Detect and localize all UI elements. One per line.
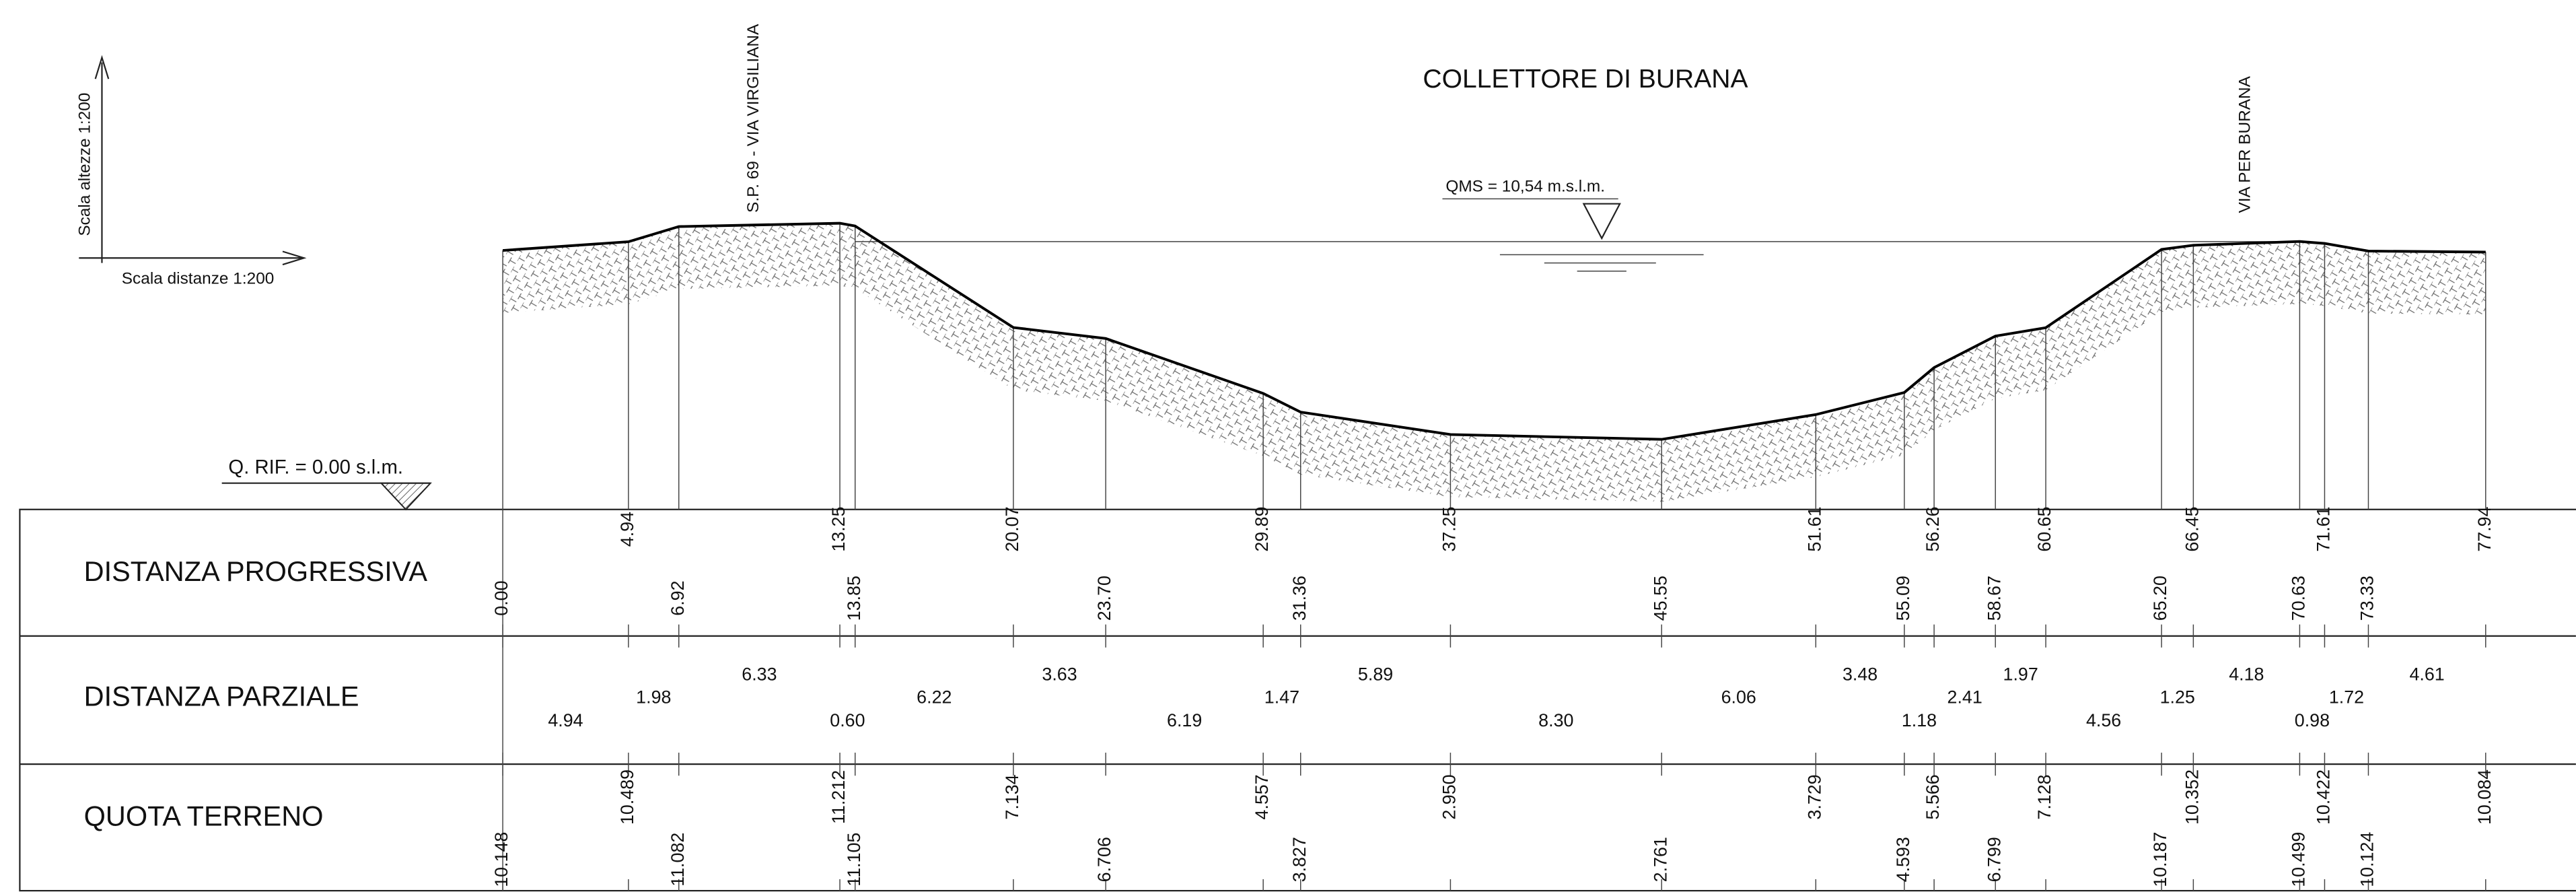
progressive-distance: 55.09 xyxy=(1893,576,1913,621)
partial-distance: 6.06 xyxy=(1721,687,1756,708)
ground-elevation: 3.729 xyxy=(1804,774,1824,819)
partial-distance: 6.19 xyxy=(1167,710,1202,730)
progressive-distance: 4.94 xyxy=(617,512,637,547)
partial-distance: 5.89 xyxy=(1358,664,1393,684)
ground-elevation: 5.566 xyxy=(1923,774,1943,819)
partial-distance: 1.97 xyxy=(2003,664,2038,684)
progressive-distance: 31.36 xyxy=(1289,576,1310,621)
row-header: DISTANZA PROGRESSIVA xyxy=(84,555,428,587)
partial-distance: 1.98 xyxy=(636,687,671,708)
arrow-head xyxy=(282,250,307,266)
partial-distance: 6.33 xyxy=(742,664,777,684)
progressive-distance: 66.45 xyxy=(2182,506,2202,551)
progressive-distance: 58.67 xyxy=(1984,576,2004,621)
partial-distance: 8.30 xyxy=(1538,710,1573,730)
water-symbol xyxy=(1582,203,1621,240)
progressive-distance: 37.25 xyxy=(1439,506,1460,551)
progressive-distance: 6.92 xyxy=(668,580,688,615)
ground-elevation: 10.352 xyxy=(2182,769,2202,825)
progressive-distance: 77.94 xyxy=(2474,506,2495,551)
ground-elevation: 3.827 xyxy=(1289,837,1310,882)
row-header: DISTANZA PARZIALE xyxy=(84,680,359,712)
partial-distance: 1.18 xyxy=(1902,710,1937,730)
progressive-distance: 70.63 xyxy=(2288,576,2308,621)
progressive-distance: 29.89 xyxy=(1252,506,1272,551)
ground-elevation: 11.212 xyxy=(828,770,849,824)
ground-profile xyxy=(502,221,2486,441)
progressive-distance: 20.07 xyxy=(1002,506,1022,551)
ground-elevation: 10.187 xyxy=(2150,832,2170,887)
row-header: QUOTA TERRENO xyxy=(84,800,324,832)
progressive-distance: 13.85 xyxy=(844,576,864,621)
ground-elevation: 2.950 xyxy=(1439,774,1460,819)
ground-elevation: 7.128 xyxy=(2034,774,2054,819)
ground-elevation: 4.593 xyxy=(1893,837,1913,882)
arrow-head xyxy=(94,55,110,79)
partial-distance: 4.56 xyxy=(2086,710,2121,730)
ground-elevation: 10.084 xyxy=(2474,769,2495,825)
ground-elevation: 6.799 xyxy=(1984,837,2004,882)
ground-elevation: 10.124 xyxy=(2357,832,2377,887)
ground-elevation: 7.134 xyxy=(1002,774,1022,819)
progressive-distance: 51.61 xyxy=(1804,506,1824,551)
ground-elevation: 2.761 xyxy=(1650,837,1670,882)
progressive-distance: 56.26 xyxy=(1923,506,1943,551)
table-frame xyxy=(19,508,2576,892)
partial-distance: 2.41 xyxy=(1947,687,1982,708)
road-label: VIA PER BURANA xyxy=(2236,75,2254,213)
partial-distance: 3.63 xyxy=(1042,664,1077,684)
partial-distance: 3.48 xyxy=(1842,664,1877,684)
height-scale: Scala altezze 1:200 xyxy=(76,93,94,236)
partial-distance: 0.60 xyxy=(830,710,865,730)
ground-elevation: 10.422 xyxy=(2314,769,2334,825)
progressive-distance: 0.00 xyxy=(491,580,511,615)
partial-distance: 4.61 xyxy=(2409,664,2444,684)
distance-scale: Scala distanze 1:200 xyxy=(122,269,275,287)
partial-distance: 4.94 xyxy=(548,710,583,730)
ground-elevation: 10.148 xyxy=(491,832,511,887)
progressive-distance: 45.55 xyxy=(1650,576,1670,621)
partial-distance: 1.47 xyxy=(1264,687,1299,708)
partial-distance: 0.98 xyxy=(2295,710,2330,730)
partial-distance: 6.22 xyxy=(917,687,952,708)
partial-distance: 4.18 xyxy=(2229,664,2264,684)
partial-distance: 1.72 xyxy=(2329,687,2364,708)
soil-band xyxy=(503,223,2486,502)
ground-elevation: 11.105 xyxy=(844,833,864,887)
progressive-distance: 60.65 xyxy=(2034,506,2054,551)
ground-elevation: 11.082 xyxy=(668,833,688,887)
reference-symbol xyxy=(380,482,432,511)
progressive-distance: 65.20 xyxy=(2150,576,2170,621)
partial-distance: 1.25 xyxy=(2160,687,2195,708)
progressive-distance: 71.61 xyxy=(2314,506,2334,551)
title: COLLETTORE DI BURANA xyxy=(1423,65,1748,94)
water-level: QMS = 10,54 m.s.l.m. xyxy=(1445,178,1605,196)
ground-elevation: 6.706 xyxy=(1094,837,1114,882)
reference-level: Q. RIF. = 0.00 s.l.m. xyxy=(228,456,403,478)
progressive-distance: 73.33 xyxy=(2357,576,2377,621)
road-label: S.P. 69 - VIA VIRGILIANA xyxy=(744,24,762,213)
ground-elevation: 10.499 xyxy=(2288,832,2308,887)
progressive-distance: 13.25 xyxy=(828,506,849,551)
progressive-distance: 23.70 xyxy=(1094,576,1114,621)
ground-elevation: 4.557 xyxy=(1252,774,1272,819)
ground-elevation: 10.489 xyxy=(617,769,637,825)
